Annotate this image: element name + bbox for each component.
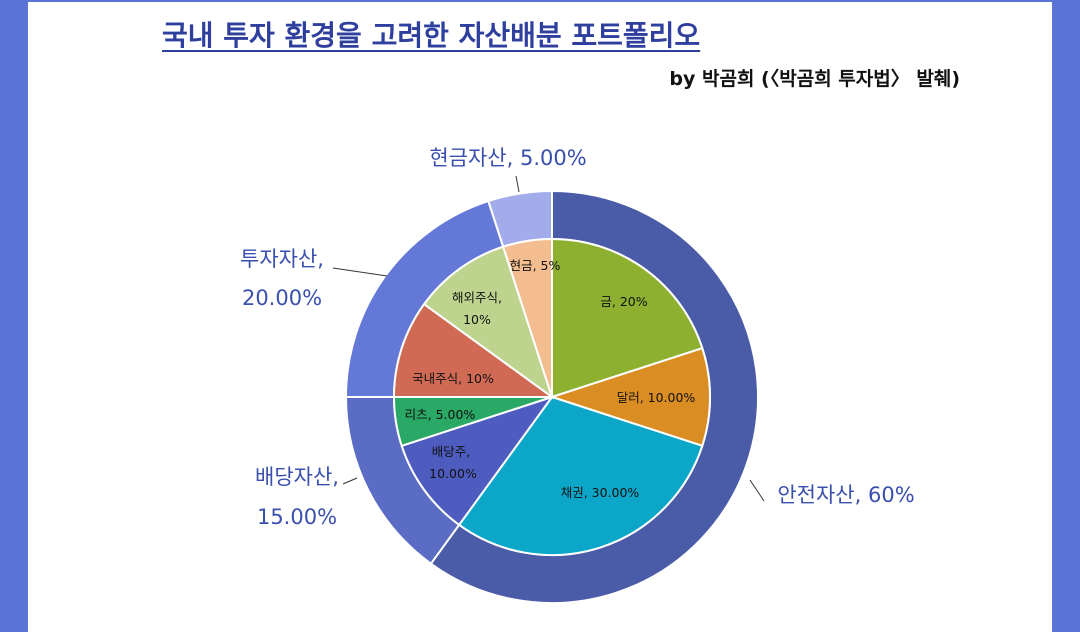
leader-safe-assets <box>749 479 765 502</box>
leader-dividend-assets <box>342 477 358 485</box>
inner-label-cash: 현금, 5% <box>510 258 561 273</box>
outer-label-investment-assets-2: 20.00% <box>242 286 322 310</box>
inner-label-overseas-stock-2: 10% <box>463 312 491 327</box>
leader-cash-assets <box>515 175 520 193</box>
outer-label-dividend-assets-1: 배당자산, <box>255 465 339 489</box>
inner-label-domestic-stock: 국내주식, 10% <box>412 371 494 386</box>
inner-label-dollar: 달러, 10.00% <box>617 390 696 405</box>
inner-pie-slice-1 <box>548 346 711 448</box>
inner-label-reits: 리츠, 5.00% <box>405 407 476 422</box>
inner-pie-slice-2 <box>457 395 704 556</box>
outer-label-dividend-assets-2: 15.00% <box>257 505 337 529</box>
outer-label-investment-assets-1: 투자자산, <box>240 247 324 271</box>
inner-pie-slice-7 <box>501 237 553 398</box>
leader-investment-assets <box>332 267 388 277</box>
chart-subtitle: by 박곰희 (〈박곰희 투자법〉 발췌) <box>669 68 960 90</box>
inner-label-overseas-stock-1: 해외주식, <box>452 290 502 305</box>
inner-pie-slice-5 <box>392 302 556 398</box>
chart-title: 국내 투자 환경을 고려한 자산배분 포트폴리오 <box>162 19 701 52</box>
inner-pie-slice-6 <box>422 245 554 400</box>
inner-pie-slice-0 <box>551 237 704 399</box>
outer-label-safe-assets: 안전자산, 60% <box>777 483 914 507</box>
inner-label-bond: 채권, 30.00% <box>561 485 640 500</box>
inner-label-gold: 금, 20% <box>600 294 647 309</box>
outer-label-cash-assets: 현금자산, 5.00% <box>429 146 586 170</box>
inner-pie-slice-3 <box>400 395 555 527</box>
inner-label-dividend-stock-2: 10.00% <box>429 466 477 481</box>
inner-label-dividend-stock-1: 배당주, <box>432 444 470 459</box>
